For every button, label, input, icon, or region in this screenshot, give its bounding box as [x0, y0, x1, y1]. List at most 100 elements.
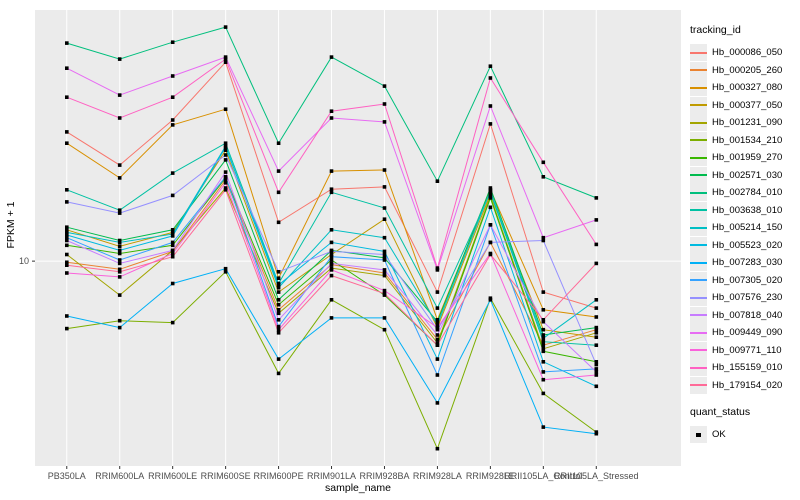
- data-point: [488, 64, 493, 68]
- data-point: [65, 141, 69, 145]
- data-point: [65, 188, 69, 192]
- data-point: [117, 251, 122, 256]
- data-point: [594, 331, 599, 335]
- data-point: [488, 223, 493, 227]
- data-point: [541, 238, 546, 243]
- legend-item: Hb_007283_030: [690, 254, 800, 272]
- data-point: [329, 187, 334, 191]
- legend-title-tracking-id: tracking_id: [690, 24, 741, 36]
- legend-item-label: Hb_001231_090: [712, 117, 783, 129]
- legend-key-line-icon: [690, 149, 707, 167]
- data-point: [117, 163, 122, 167]
- data-point: [382, 206, 387, 210]
- data-point: [65, 233, 69, 237]
- data-point: [329, 169, 334, 173]
- legend-key-line-icon: [690, 359, 707, 377]
- data-point: [276, 324, 281, 329]
- legend-item-label: Hb_007818_040: [712, 309, 783, 321]
- data-point: [541, 235, 546, 240]
- legend-item-label: Hb_007283_030: [712, 257, 783, 269]
- data-point: [170, 281, 175, 286]
- x-tick-label: RRIM600PE: [254, 471, 304, 481]
- data-point: [488, 196, 493, 200]
- data-point: [117, 238, 122, 243]
- legend-item: Hb_000205_260: [690, 61, 800, 80]
- data-point: [170, 123, 175, 127]
- legend-item-label: Hb_000205_260: [712, 64, 783, 76]
- data-point: [594, 373, 599, 377]
- data-point: [541, 339, 546, 344]
- legend-item: Hb_007305_020: [690, 271, 800, 290]
- data-point: [276, 308, 281, 312]
- legend-item: Hb_155159_010: [690, 359, 800, 377]
- legend-item: Hb_179154_020: [690, 376, 800, 395]
- data-point: [276, 302, 281, 307]
- data-point: [117, 176, 122, 180]
- legend-item-label: Hb_179154_020: [712, 379, 783, 391]
- legend-item-label: Hb_007576_230: [712, 292, 783, 304]
- data-point: [382, 120, 387, 124]
- legend-key-line-icon: [690, 79, 707, 97]
- data-point: [435, 319, 440, 324]
- data-point: [488, 186, 493, 190]
- data-point: [223, 60, 228, 64]
- legend-quant-section: quant_status OK: [690, 406, 800, 444]
- legend-item: Hb_000327_080: [690, 79, 800, 97]
- data-point: [223, 170, 228, 174]
- data-point: [488, 189, 493, 193]
- data-point: [65, 200, 69, 204]
- data-point: [382, 235, 387, 240]
- legend-key-line-icon: [690, 271, 707, 289]
- data-point: [541, 336, 546, 341]
- data-point: [276, 270, 281, 274]
- data-point: [65, 230, 69, 235]
- data-point: [435, 357, 440, 361]
- data-point: [594, 242, 599, 247]
- x-tick-label: RRII105LA_Control: [504, 471, 582, 481]
- data-point: [223, 266, 228, 271]
- legend-item-label: Hb_155159_010: [712, 362, 783, 374]
- legend-item-label: Hb_003638_010: [712, 204, 783, 216]
- data-point: [276, 190, 281, 195]
- data-point: [170, 74, 175, 78]
- data-point: [117, 211, 122, 215]
- data-point: [65, 326, 69, 331]
- data-point: [435, 373, 440, 377]
- data-point: [276, 371, 281, 376]
- data-point: [65, 235, 69, 240]
- data-point: [541, 349, 546, 354]
- legend-item-label: Hb_001534_210: [712, 134, 783, 146]
- data-point: [65, 228, 69, 232]
- data-point: [117, 318, 122, 323]
- legend-key-line-icon: [690, 61, 707, 79]
- data-point: [276, 298, 281, 302]
- legend-item-label: Hb_000086_050: [712, 47, 783, 59]
- data-point: [276, 331, 281, 335]
- legend-item-label: Hb_000377_050: [712, 99, 783, 111]
- data-point: [223, 188, 228, 192]
- data-point: [170, 320, 175, 325]
- data-point: [170, 243, 175, 248]
- data-point: [435, 401, 440, 405]
- legend-item: Hb_000377_050: [690, 96, 800, 115]
- legend-title-quant-status: quant_status: [690, 406, 751, 418]
- data-point: [117, 248, 122, 253]
- data-point: [276, 276, 281, 280]
- data-point: [435, 446, 440, 451]
- data-point: [117, 267, 122, 272]
- legend-key-line-icon: [690, 324, 707, 342]
- data-point: [65, 263, 69, 267]
- data-point: [170, 248, 175, 253]
- data-point: [594, 343, 599, 347]
- data-point: [435, 266, 440, 270]
- x-tick-label: RRIM600LE: [148, 471, 197, 481]
- data-point: [435, 290, 440, 294]
- legend-item: Hb_000086_050: [690, 44, 800, 62]
- data-point: [382, 316, 387, 320]
- data-point: [276, 318, 281, 322]
- data-point: [594, 384, 599, 389]
- data-point: [329, 254, 334, 259]
- legend-key-line-icon: [690, 114, 707, 132]
- data-point: [276, 169, 281, 173]
- x-tick-label: RRII105LA_Stressed: [554, 471, 639, 481]
